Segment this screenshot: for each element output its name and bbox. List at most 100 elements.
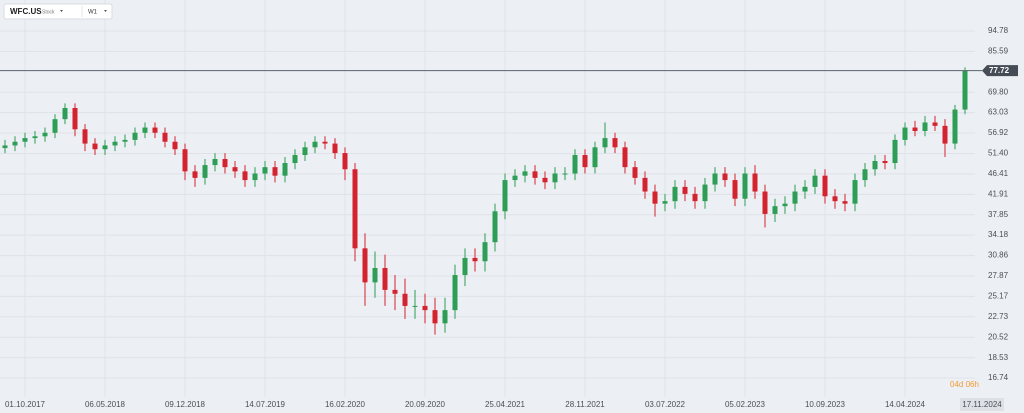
- interval[interactable]: W1: [88, 10, 98, 16]
- cursor-date: 17.11.2024: [962, 400, 1002, 409]
- candle-body: [352, 169, 358, 249]
- candle-body: [82, 129, 88, 144]
- candle-body: [622, 147, 628, 168]
- candle-body: [752, 173, 758, 192]
- candle-body: [302, 147, 308, 156]
- candle-body: [862, 169, 868, 181]
- x-tick-label: 10.09.2023: [805, 400, 846, 409]
- candle-body: [912, 127, 918, 132]
- candle-body: [172, 141, 178, 150]
- candle-body: [392, 289, 398, 294]
- toolbar[interactable]: WFC.US Stock W1: [3, 3, 113, 20]
- candle-body: [182, 149, 188, 172]
- candle-body: [62, 108, 68, 120]
- candle-body: [22, 138, 28, 142]
- candle-body: [892, 139, 898, 164]
- instrument-type: Stock: [42, 9, 55, 15]
- candle-body: [852, 180, 858, 204]
- candle-body: [592, 147, 598, 168]
- y-tick-label: 30.86: [988, 251, 1009, 260]
- y-tick-label: 20.52: [988, 332, 1009, 341]
- candle-body: [262, 167, 268, 174]
- x-tick-label: 01.10.2017: [5, 400, 46, 409]
- candle-body: [102, 145, 108, 150]
- candle-body: [252, 173, 258, 181]
- candle-body: [532, 171, 538, 178]
- dropdown-arrow[interactable]: [104, 10, 107, 12]
- y-tick-label: 25.17: [988, 291, 1009, 300]
- candle-body: [2, 145, 8, 149]
- candle-body: [742, 173, 748, 199]
- candle-body: [452, 275, 458, 311]
- candle-body: [842, 201, 848, 204]
- candle-body: [952, 109, 958, 144]
- candle-body: [52, 119, 58, 133]
- x-tick-label: 09.12.2018: [165, 400, 206, 409]
- candle-body: [562, 173, 568, 175]
- candle-body: [902, 127, 908, 140]
- candle-body: [602, 138, 608, 148]
- candle-body: [772, 206, 778, 214]
- x-tick-label: 06.05.2018: [85, 400, 126, 409]
- candle-body: [222, 158, 228, 168]
- candle-body: [32, 136, 38, 139]
- candle-body: [542, 177, 548, 183]
- y-tick-label: 34.18: [988, 230, 1009, 239]
- candle-body: [322, 141, 328, 144]
- candle-body: [292, 155, 298, 164]
- candle-body: [92, 143, 98, 150]
- candle-body: [612, 138, 618, 148]
- candle-body: [662, 201, 668, 204]
- candle-body: [442, 310, 448, 324]
- toolbar-box: [3, 3, 113, 20]
- x-tick-label: 28.11.2021: [565, 400, 605, 409]
- candle-body: [282, 163, 288, 176]
- candle-body: [922, 122, 928, 132]
- candle-body: [202, 165, 208, 178]
- candle-body: [12, 141, 18, 146]
- candle-body: [782, 203, 788, 207]
- candle-body: [432, 310, 438, 324]
- y-tick-label: 63.03: [988, 108, 1009, 117]
- x-tick-label: 16.02.2020: [325, 400, 366, 409]
- candle-body: [232, 167, 238, 172]
- y-tick-label: 16.74: [988, 373, 1009, 382]
- countdown: 04d 06h: [950, 380, 979, 389]
- candle-body: [962, 70, 968, 110]
- candle-body: [212, 158, 218, 166]
- candle-body: [712, 173, 718, 185]
- candle-body: [632, 167, 638, 178]
- y-tick-label: 18.53: [988, 353, 1009, 362]
- dropdown-arrow[interactable]: [60, 10, 63, 12]
- candle-body: [422, 305, 428, 311]
- candle-body: [402, 293, 408, 306]
- candle-body: [572, 155, 578, 174]
- candle-body: [502, 180, 508, 212]
- candle-body: [462, 257, 468, 276]
- candle-body: [132, 132, 138, 140]
- candle-body: [672, 186, 678, 202]
- candle-body: [722, 173, 728, 181]
- y-tick-label: 85.59: [988, 46, 1009, 55]
- y-tick-label: 22.73: [988, 312, 1009, 321]
- y-tick-label: 56.92: [988, 128, 1009, 137]
- candle-body: [342, 153, 348, 170]
- candle-body: [942, 125, 948, 144]
- candle-body: [682, 186, 688, 194]
- x-tick-label: 14.07.2019: [245, 400, 286, 409]
- candle-body: [492, 211, 498, 243]
- candle-body: [832, 196, 838, 202]
- candle-body: [242, 171, 248, 181]
- y-tick-label: 94.78: [988, 26, 1009, 35]
- candle-body: [812, 175, 818, 187]
- candle-body: [122, 139, 128, 142]
- x-tick-label: 03.07.2022: [645, 400, 686, 409]
- candle-body: [72, 108, 78, 130]
- candle-body: [872, 160, 878, 170]
- candle-body: [822, 175, 828, 197]
- candle-body: [482, 242, 488, 262]
- candle-body: [702, 184, 708, 202]
- y-tick-label: 27.87: [988, 271, 1009, 280]
- y-tick-label: 37.85: [988, 210, 1009, 219]
- symbol[interactable]: WFC.US: [10, 7, 42, 16]
